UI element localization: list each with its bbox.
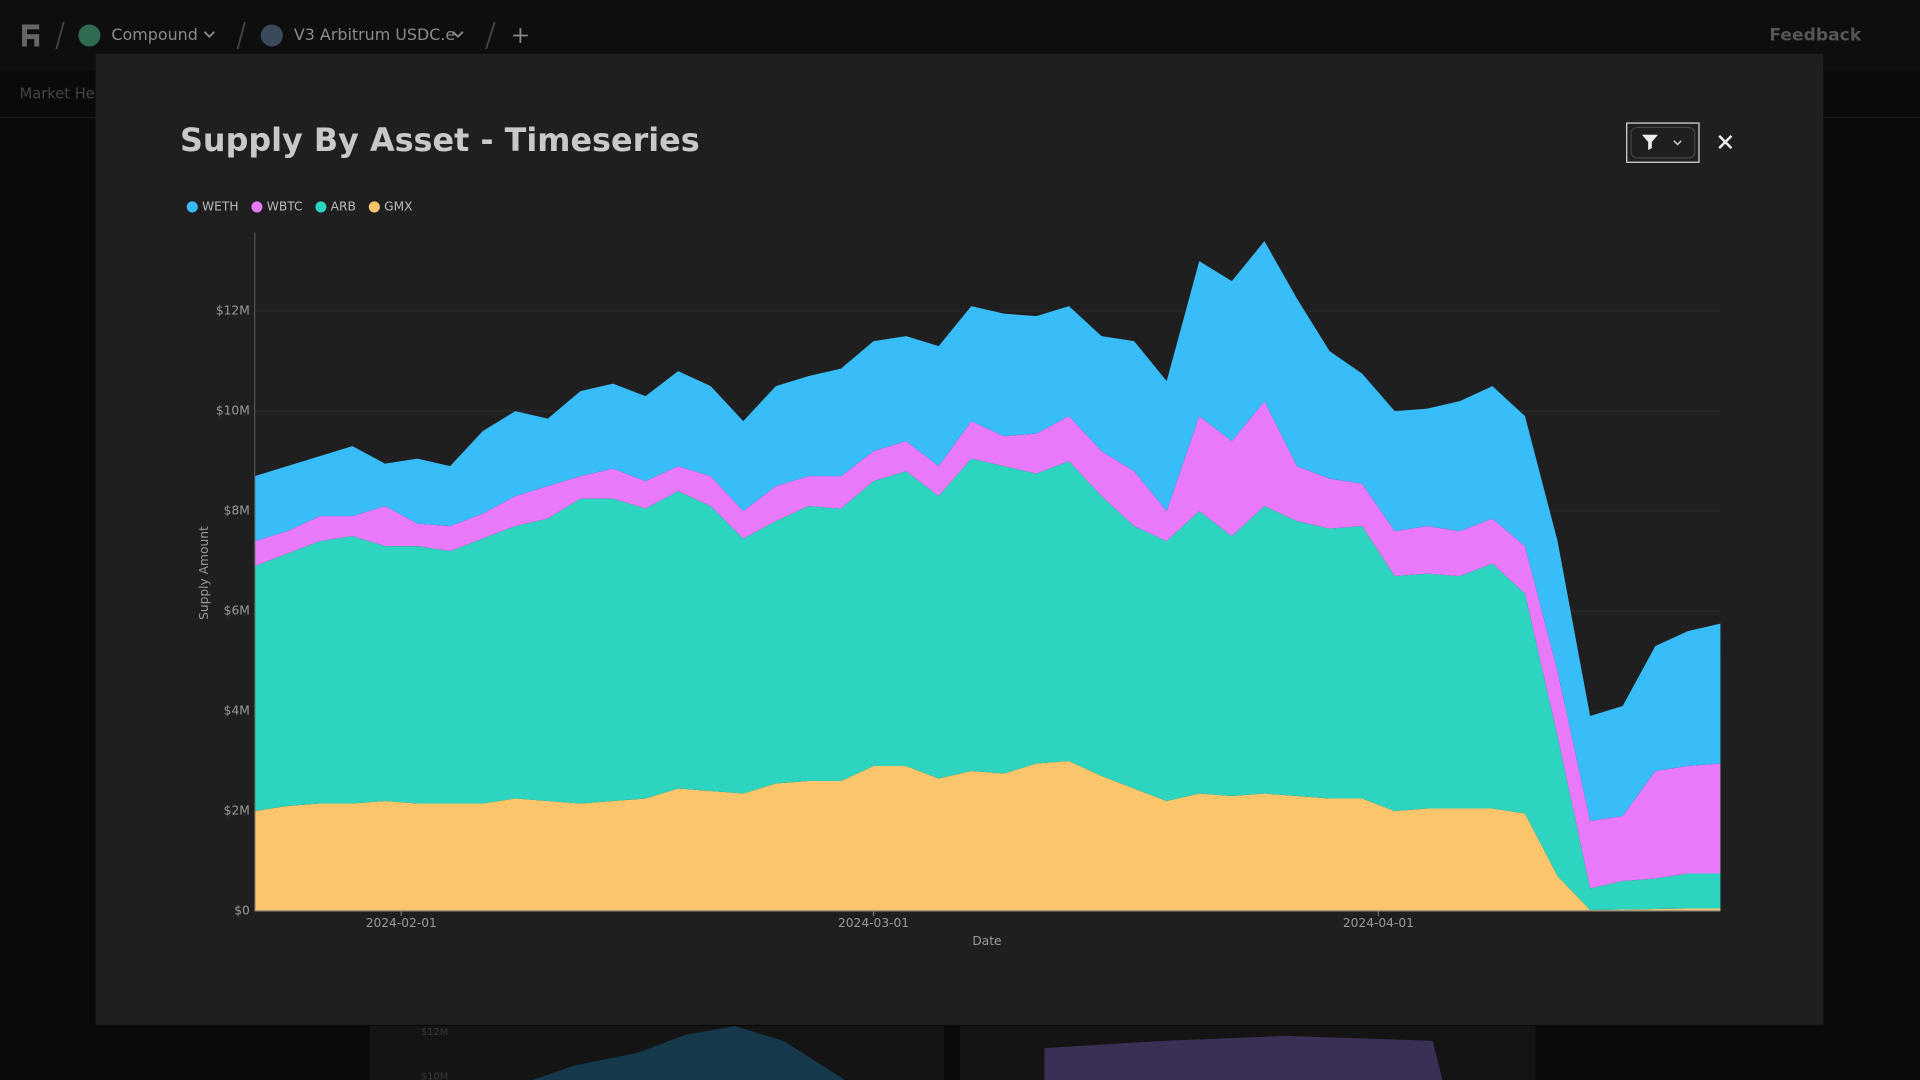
- separator: [485, 21, 496, 50]
- background-area: [1044, 1035, 1443, 1080]
- add-button[interactable]: [513, 28, 528, 43]
- legend-label: WETH: [202, 199, 239, 213]
- legend-swatch: [186, 201, 198, 213]
- separator: [236, 21, 246, 50]
- close-button[interactable]: [1718, 135, 1733, 150]
- background-tick: $10M: [421, 1071, 448, 1080]
- legend-swatch: [251, 201, 263, 213]
- chevron[interactable]: [203, 31, 215, 39]
- y-tick-label: $4M: [224, 704, 250, 718]
- x-tick-label: 2024-04-01: [1343, 916, 1414, 930]
- chart-title: Supply By Asset - Timeseries: [180, 121, 700, 159]
- area: [254, 401, 1721, 889]
- market-name[interactable]: V3 Arbitrum USDC.e: [294, 25, 455, 44]
- protocol-name[interactable]: Compound: [111, 25, 197, 44]
- feedback-link[interactable]: Feedback: [1769, 26, 1861, 46]
- chevron[interactable]: [452, 31, 464, 39]
- x-axis-label: Date: [972, 934, 1001, 948]
- background-tick: $12M: [421, 1027, 448, 1038]
- area: [254, 458, 1721, 911]
- legend-swatch: [368, 201, 380, 213]
- logo[interactable]: [22, 24, 40, 47]
- x-tick-label: 2024-02-01: [366, 916, 437, 930]
- market-icon: [260, 24, 283, 47]
- filter-button-outline[interactable]: [1626, 122, 1700, 163]
- y-tick-label: $2M: [224, 804, 250, 818]
- background-area: [532, 1026, 845, 1080]
- tab[interactable]: Market Hea: [20, 85, 104, 102]
- y-tick-label: $0: [234, 904, 250, 918]
- legend-label: WBTC: [267, 199, 303, 213]
- chevron[interactable]: [1673, 140, 1682, 146]
- y-axis-label: Supply Amount: [197, 526, 211, 620]
- legend-swatch: [315, 201, 327, 213]
- y-tick-label: $8M: [224, 504, 250, 518]
- filter-button[interactable]: [1630, 126, 1696, 159]
- legend-label: GMX: [384, 199, 412, 213]
- area: [254, 241, 1721, 822]
- x-tick-label: 2024-03-01: [838, 916, 909, 930]
- legend-label: ARB: [331, 199, 356, 213]
- separator: [55, 21, 65, 50]
- protocol-icon: [78, 24, 101, 47]
- y-tick-label: $10M: [216, 404, 250, 418]
- filter-icon[interactable]: [1642, 134, 1658, 150]
- y-tick-label: $12M: [216, 304, 250, 318]
- y-tick-label: $6M: [224, 604, 250, 618]
